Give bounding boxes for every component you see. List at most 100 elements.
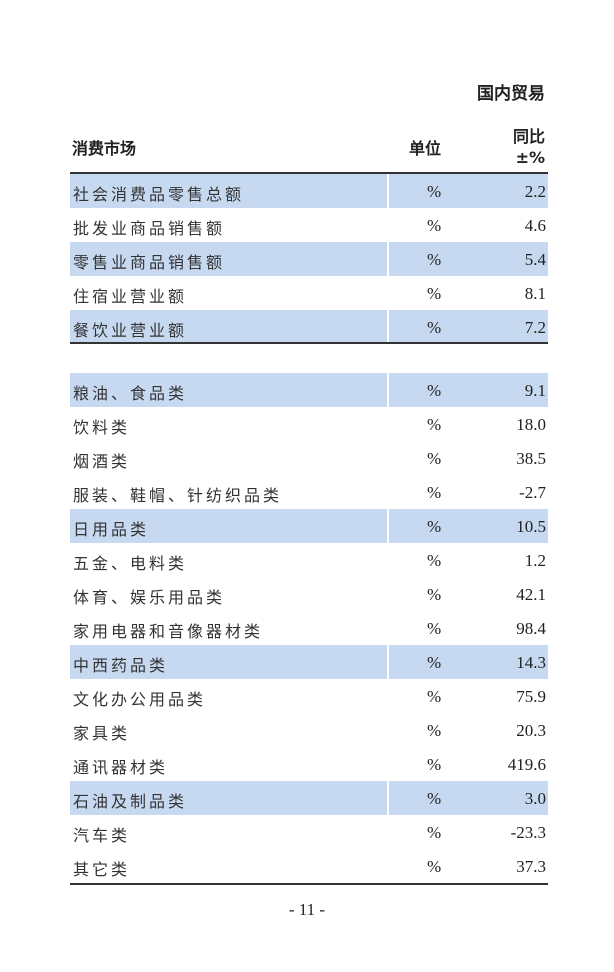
item-value: 419.6 (507, 755, 546, 774)
value-cell: % 38.5 (389, 441, 548, 475)
name-cell: 家具类 (70, 713, 387, 747)
name-cell: 饮料类 (70, 407, 387, 441)
name-cell: 日用品类 (70, 509, 387, 543)
item-unit: % (427, 789, 442, 808)
item-name: 其它类 (73, 860, 131, 879)
item-value: 5.4 (524, 250, 546, 269)
table-row: 批发业商品销售额% 4.6 (70, 208, 548, 242)
value-cell: % 1.2 (389, 543, 548, 577)
table-row: 家用电器和音像器材类 % 98.4 (70, 611, 548, 645)
name-cell: 中西药品类 (70, 645, 387, 679)
name-cell: 住宿业营业额 (70, 276, 387, 310)
item-name: 社会消费品零售总额 (73, 185, 245, 204)
value-cell: % 20.3 (389, 713, 548, 747)
name-cell: 通讯器材类 (70, 747, 387, 781)
item-unit: % (427, 182, 442, 201)
name-cell: 石油及制品类 (70, 781, 387, 815)
item-value: 14.3 (516, 653, 546, 672)
value-cell: % 419.6 (389, 747, 548, 781)
value-cell: % 10.5 (389, 509, 548, 543)
item-value: 9.1 (524, 381, 546, 400)
item-unit: % (427, 250, 442, 269)
item-value: 75.9 (516, 687, 546, 706)
value-cell: % 98.4 (389, 611, 548, 645)
name-cell: 五金、电料类 (70, 543, 387, 577)
item-name: 文化办公用品类 (73, 690, 207, 709)
item-name: 五金、电料类 (73, 554, 188, 573)
name-cell: 体育、娱乐用品类 (70, 577, 387, 611)
item-unit: % (427, 483, 442, 502)
header-unit: 单位 (409, 139, 442, 158)
item-unit: % (427, 318, 442, 337)
name-cell: 批发业商品销售额 (70, 208, 387, 242)
item-value: 1.2 (524, 551, 546, 570)
item-unit: % (427, 517, 442, 536)
table-row: 餐饮业营业额% 7.2 (70, 310, 548, 344)
item-name: 住宿业营业额 (73, 287, 188, 306)
value-cell: % 3.0 (389, 781, 548, 815)
name-cell: 零售业商品销售额 (70, 242, 387, 276)
item-name: 粮油、食品类 (73, 384, 188, 403)
table-row: 汽车类% -23.3 (70, 815, 548, 849)
item-value: 7.2 (524, 318, 546, 337)
item-value: 18.0 (516, 415, 546, 434)
item-name: 零售业商品销售额 (73, 253, 226, 272)
item-unit: % (427, 857, 442, 876)
table-row: 粮油、食品类% 9.1 (70, 373, 548, 407)
table-row: 通讯器材类% 419.6 (70, 747, 548, 781)
item-name: 体育、娱乐用品类 (73, 588, 226, 607)
item-value: -23.3 (510, 823, 546, 842)
table-row: 住宿业营业额 % 8.1 (70, 276, 548, 310)
table-row: 其它类% 37.3 (70, 849, 548, 883)
item-name: 家具类 (73, 724, 131, 743)
name-cell: 餐饮业营业额 (70, 310, 387, 344)
value-cell: % 7.2 (389, 310, 548, 344)
item-name: 汽车类 (73, 826, 131, 845)
item-unit: % (427, 755, 442, 774)
header-market: 消费市场 (72, 139, 137, 158)
value-cell: % 37.3 (389, 849, 548, 883)
item-value: 20.3 (516, 721, 546, 740)
item-name: 通讯器材类 (73, 758, 169, 777)
name-cell: 文化办公用品类 (70, 679, 387, 713)
item-name: 烟酒类 (73, 452, 131, 471)
group-rule (70, 342, 548, 344)
table-row: 烟酒类 % 38.5 (70, 441, 548, 475)
item-value: -2.7 (519, 483, 546, 502)
table-row: 五金、电料类% 1.2 (70, 543, 548, 577)
item-name: 家用电器和音像器材类 (73, 622, 264, 641)
value-cell: % 9.1 (389, 373, 548, 407)
item-unit: % (427, 381, 442, 400)
item-value: 37.3 (516, 857, 546, 876)
item-unit: % (427, 653, 442, 672)
name-cell: 烟酒类 (70, 441, 387, 475)
table-row: 社会消费品零售总额 % 2.2 (70, 174, 548, 208)
section-title: 国内贸易 (477, 84, 545, 104)
value-cell: % 8.1 (389, 276, 548, 310)
item-name: 日用品类 (73, 520, 150, 539)
name-cell: 服装、鞋帽、针纺织品类 (70, 475, 387, 509)
table-row: 零售业商品销售额% 5.4 (70, 242, 548, 276)
item-value: 8.1 (524, 284, 546, 303)
value-cell: % 2.2 (389, 174, 548, 208)
table-row: 服装、鞋帽、针纺织品类% -2.7 (70, 475, 548, 509)
value-cell: % -2.7 (389, 475, 548, 509)
item-unit: % (427, 551, 442, 570)
item-name: 餐饮业营业额 (73, 321, 188, 340)
item-name: 中西药品类 (73, 656, 169, 675)
item-unit: % (427, 415, 442, 434)
value-cell: % 5.4 (389, 242, 548, 276)
item-value: 42.1 (516, 585, 546, 604)
value-cell: % 42.1 (389, 577, 548, 611)
table-row: 日用品类% 10.5 (70, 509, 548, 543)
item-value: 4.6 (524, 216, 546, 235)
name-cell: 家用电器和音像器材类 (70, 611, 387, 645)
value-cell: % 4.6 (389, 208, 548, 242)
name-cell: 汽车类 (70, 815, 387, 849)
table-row: 体育、娱乐用品类 % 42.1 (70, 577, 548, 611)
table-row: 家具类 % 20.3 (70, 713, 548, 747)
table-row: 饮料类% 18.0 (70, 407, 548, 441)
item-unit: % (427, 449, 442, 468)
item-unit: % (427, 687, 442, 706)
item-value: 10.5 (516, 517, 546, 536)
